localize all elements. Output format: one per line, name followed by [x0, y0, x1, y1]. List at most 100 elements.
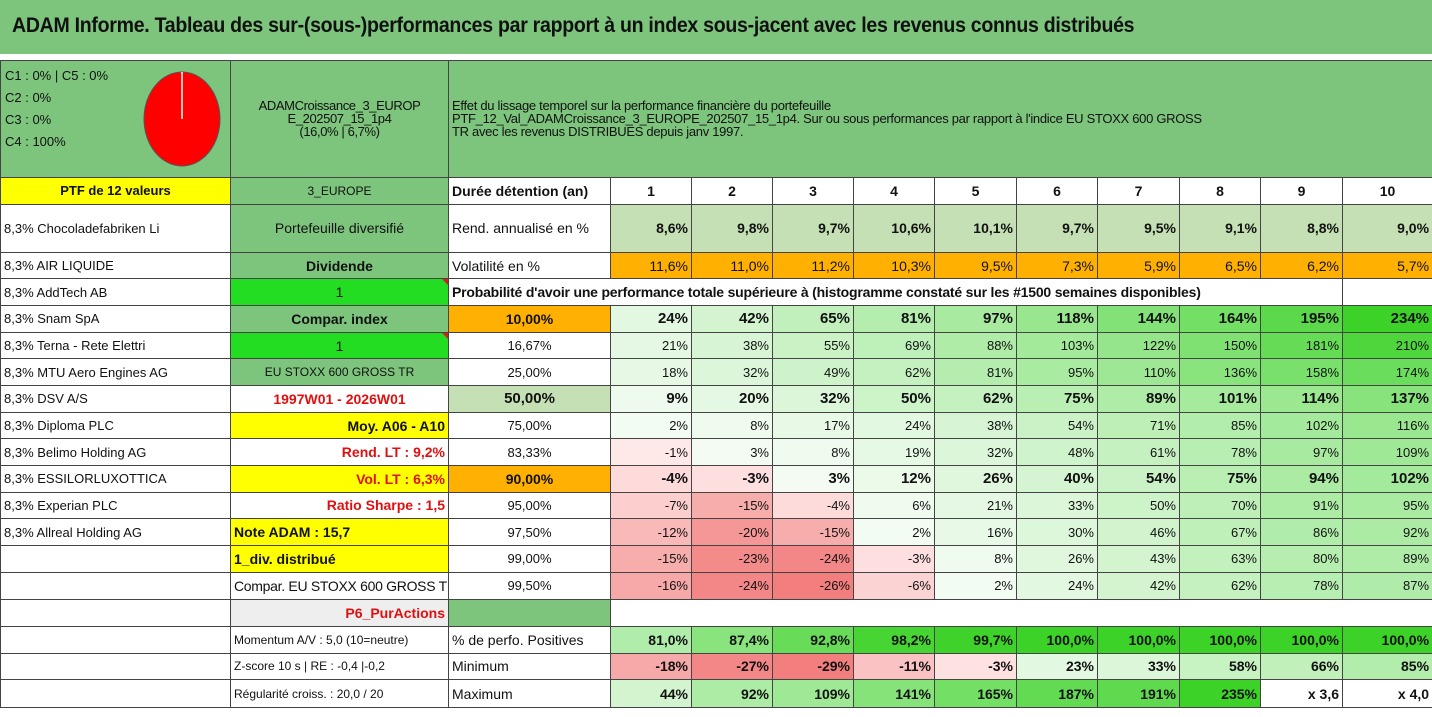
table-row: 8,3% AddTech AB 1 Probabilité d'avoir une …: [0, 278, 1432, 307]
probability-value: 24%: [610, 305, 692, 333]
table-row: 8,3% MTU Aero Engines AG EU STOXX 600 GRO…: [0, 358, 1432, 387]
probability-level: 25,00%: [448, 358, 611, 387]
table-row: 8,3% Snam SpA Compar. index 10,00% 24% 42% 65…: [0, 305, 1432, 333]
maximum-value: 141%: [853, 679, 935, 708]
return-value: 9,1%: [1179, 203, 1261, 253]
fund-name-cell: ADAMCroissance_3_EUROP E_202507_15_1p4 (16…: [230, 60, 449, 178]
probability-value: 89%: [1097, 385, 1180, 413]
probability-value: 75%: [1179, 464, 1261, 493]
empty-cell: [0, 625, 231, 654]
probability-value: 62%: [1179, 571, 1261, 601]
probability-value: 67%: [1179, 518, 1261, 546]
table-row: Compar. EU STOXX 600 GROSS TR 99,50% -16% -…: [0, 571, 1432, 601]
empty-cell: [1341, 278, 1432, 307]
composition-pie-chart: [143, 71, 221, 167]
probability-value: 3%: [772, 464, 854, 493]
probability-value: 137%: [1341, 385, 1432, 413]
probability-value: -3%: [691, 464, 773, 493]
table-row: 8,3% Terna - Rete Elettri 1 16,67% 21% 38% 55…: [0, 331, 1432, 360]
maximum-value: 165%: [934, 679, 1017, 708]
probability-value: -15%: [610, 544, 692, 573]
info-average: Moy. A06 - A10: [230, 411, 449, 440]
probability-value: 32%: [691, 358, 773, 387]
minimum-value: 85%: [1341, 652, 1432, 681]
empty-cell: [0, 652, 231, 681]
bottom-info: Régularité croiss. : 20,0 / 20: [230, 679, 449, 708]
probability-value: 24%: [853, 411, 935, 440]
description-cell: Effet du lissage temporel sur la perform…: [447, 60, 1432, 178]
report-title-bar: ADAM Informe. Tableau des sur-(sous-)per…: [0, 0, 1432, 57]
probability-value: 65%: [772, 305, 854, 333]
probability-value: 24%: [1016, 571, 1098, 601]
probability-value: 19%: [853, 438, 935, 466]
table-row: 8,3% Chocoladefabriken Li Portefeuille di…: [0, 203, 1432, 253]
probability-level: 99,50%: [448, 571, 611, 601]
table-row: 8,3% Diploma PLC Moy. A06 - A10 75,00% 2% 8%…: [0, 411, 1432, 440]
probability-value: -15%: [691, 491, 773, 520]
probability-level: 95,00%: [448, 491, 611, 520]
probability-value: 88%: [934, 331, 1017, 360]
probability-value: 97%: [934, 305, 1017, 333]
fund-name-line: (16,0% | 6,7%): [299, 124, 380, 140]
probability-value: -24%: [691, 571, 773, 601]
empty-cell: [0, 599, 231, 627]
minimum-value: -18%: [610, 652, 692, 681]
table-row: Z-score 10 s | RE : -0,4 |-0,2 Minimum -18…: [0, 652, 1432, 681]
bottom-info: Momentum A/V : 5,0 (10=neutre): [230, 625, 449, 654]
table-row: C1 : 0% | C5 : 0% C2 : 0% C3 : 0% C4 : 100%…: [0, 60, 1432, 178]
info-dividend: Dividende: [230, 251, 449, 280]
ptf-label: PTF de 12 valeurs: [0, 176, 231, 205]
table-row: 8,3% ESSILORLUXOTTICA Vol. LT : 6,3% 90,00…: [0, 464, 1432, 493]
probability-value: 109%: [1341, 438, 1432, 466]
probability-value: 61%: [1097, 438, 1180, 466]
probability-value: 71%: [1097, 411, 1180, 440]
probability-level: 16,67%: [448, 331, 611, 360]
probability-value: 110%: [1097, 358, 1180, 387]
years-label: Durée détention (an): [448, 176, 611, 205]
probability-value: -20%: [691, 518, 773, 546]
info-diversification: Portefeuille diversifié: [230, 203, 449, 253]
probability-value: 54%: [1016, 411, 1098, 440]
probability-value: 26%: [934, 464, 1017, 493]
probability-value: 21%: [934, 491, 1017, 520]
probability-value: 86%: [1260, 518, 1343, 546]
probability-value: 94%: [1260, 464, 1343, 493]
info-note: Note ADAM : 15,7: [230, 518, 449, 546]
probability-level: 50,00%: [448, 385, 611, 413]
minimum-value: 33%: [1097, 652, 1180, 681]
info-rend-lt: Rend. LT : 9,2%: [230, 438, 449, 466]
positive-value: 81,0%: [610, 625, 692, 654]
probability-value: 122%: [1097, 331, 1180, 360]
composition-legend-cell: C1 : 0% | C5 : 0% C2 : 0% C3 : 0% C4 : 100%: [0, 60, 231, 178]
probability-value: -24%: [772, 544, 854, 573]
legend-item: C1 : 0% | C5 : 0%: [5, 68, 109, 83]
legend-item: C3 : 0%: [5, 112, 52, 127]
maximum-value: x 4,0: [1341, 679, 1432, 708]
probability-value: 144%: [1097, 305, 1180, 333]
volatility-value: 11,2%: [772, 251, 854, 280]
return-value: 9,5%: [1097, 203, 1180, 253]
positive-value: 100,0%: [1341, 625, 1432, 654]
holding-name: 8,3% Allreal Holding AG: [0, 518, 231, 546]
legend-item: C4 : 100%: [5, 134, 66, 149]
empty-cell: [0, 571, 231, 601]
volatility-value: 6,2%: [1260, 251, 1343, 280]
holding-name: 8,3% MTU Aero Engines AG: [0, 358, 231, 387]
year-7: 7: [1097, 176, 1180, 205]
probability-value: 92%: [1341, 518, 1432, 546]
holding-name: 8,3% Snam SpA: [0, 305, 231, 333]
holding-name: 8,3% Belimo Holding AG: [0, 438, 231, 466]
info-category: P6_PurActions: [230, 599, 449, 627]
maximum-label: Maximum: [448, 679, 611, 708]
volatility-value: 9,5%: [934, 251, 1017, 280]
description-line: Effet du lissage temporel sur la perform…: [452, 98, 831, 114]
empty-cell: [609, 599, 1432, 627]
table-row: 8,3% Experian PLC Ratio Sharpe : 1,5 95,00…: [0, 491, 1432, 520]
minimum-value: -3%: [934, 652, 1017, 681]
positives-label: % de perfo. Positives: [448, 625, 611, 654]
table-row: 8,3% Belimo Holding AG Rend. LT : 9,2% 83,…: [0, 438, 1432, 466]
return-value: 9,7%: [772, 203, 854, 253]
probability-value: 54%: [1097, 464, 1180, 493]
info-index-name: EU STOXX 600 GROSS TR: [230, 358, 449, 387]
year-6: 6: [1016, 176, 1098, 205]
